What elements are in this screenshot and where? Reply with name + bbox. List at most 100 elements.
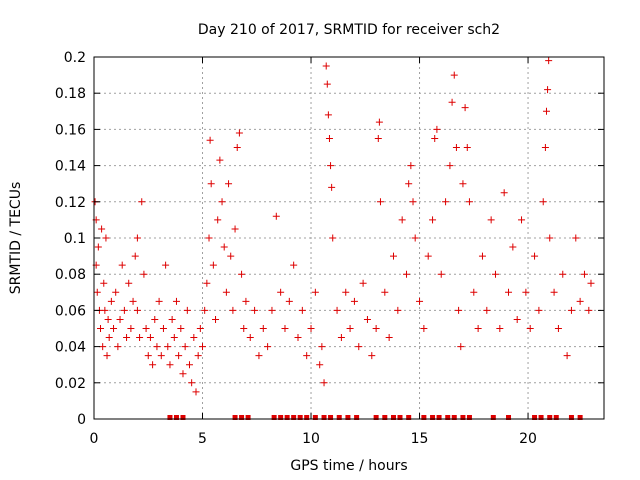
data-point — [162, 261, 170, 269]
data-point — [172, 297, 180, 305]
data-point — [285, 297, 293, 305]
data-point — [535, 306, 543, 314]
gap-marker — [345, 415, 351, 420]
data-point — [359, 279, 367, 287]
data-point — [431, 134, 439, 142]
data-point — [389, 252, 397, 260]
data-point — [103, 352, 111, 360]
data-point — [483, 306, 491, 314]
data-point — [452, 144, 460, 151]
data-point — [368, 352, 376, 360]
gap-marker — [577, 415, 583, 420]
data-point — [238, 270, 246, 278]
data-point — [129, 297, 137, 305]
data-point — [409, 198, 417, 206]
data-point — [429, 216, 437, 224]
gap-marker — [278, 415, 284, 420]
data-point — [216, 156, 224, 164]
data-point — [411, 234, 419, 242]
data-point — [505, 288, 513, 296]
gap-marker — [180, 415, 186, 420]
x-axis-label: GPS time / hours — [290, 458, 407, 474]
data-point — [110, 325, 118, 332]
data-point — [203, 279, 211, 287]
data-point — [131, 252, 139, 260]
data-point — [140, 270, 148, 278]
data-point — [222, 288, 230, 296]
data-point — [120, 306, 128, 314]
gap-markers — [167, 415, 583, 420]
data-point — [355, 343, 363, 351]
data-point — [554, 325, 562, 332]
data-point — [259, 325, 267, 332]
data-point — [246, 334, 254, 342]
data-point — [318, 343, 326, 351]
data-point — [272, 212, 280, 220]
y-tick-label: 0.2 — [64, 50, 86, 66]
data-point — [531, 252, 539, 260]
data-point — [327, 162, 335, 170]
data-point — [563, 352, 571, 360]
data-point — [116, 315, 124, 323]
data-point — [157, 352, 165, 360]
data-point — [168, 315, 176, 323]
data-point — [181, 343, 189, 351]
data-point — [255, 352, 263, 360]
gap-marker — [538, 415, 544, 420]
data-point — [123, 334, 131, 342]
data-point — [323, 80, 331, 88]
data-point — [587, 279, 595, 287]
data-point — [576, 297, 584, 305]
data-point — [125, 279, 133, 287]
gap-marker — [373, 415, 379, 420]
data-point — [446, 162, 454, 170]
data-point — [220, 243, 228, 251]
data-point — [233, 144, 241, 151]
data-point — [104, 315, 112, 323]
data-point — [322, 62, 330, 70]
data-point — [138, 198, 146, 206]
data-point — [227, 252, 235, 260]
data-point — [307, 325, 315, 332]
data-point — [175, 352, 183, 360]
data-point — [416, 297, 424, 305]
data-point — [133, 234, 141, 242]
data-point — [93, 288, 101, 296]
gap-marker — [490, 415, 496, 420]
gap-marker — [304, 415, 310, 420]
data-point — [526, 325, 534, 332]
data-point — [303, 352, 311, 360]
data-point — [188, 379, 196, 387]
x-tick-label: 5 — [198, 431, 207, 447]
data-point — [155, 297, 163, 305]
data-point — [539, 198, 547, 206]
data-point — [541, 144, 549, 151]
data-point — [463, 144, 471, 151]
gap-marker — [568, 415, 574, 420]
data-point — [455, 306, 463, 314]
data-point — [375, 118, 383, 126]
data-point — [559, 270, 567, 278]
gap-marker — [390, 415, 396, 420]
x-tick-label: 20 — [519, 431, 537, 447]
gap-marker — [321, 415, 327, 420]
data-point — [133, 306, 141, 314]
gap-marker — [232, 415, 238, 420]
data-point — [281, 325, 289, 332]
axis-ticks — [93, 56, 604, 420]
data-point — [166, 361, 174, 369]
data-point — [585, 306, 593, 314]
data-point — [324, 111, 332, 119]
gap-marker — [167, 415, 173, 420]
y-tick-label: 0.1 — [64, 231, 86, 247]
data-point — [206, 136, 214, 144]
data-point — [518, 216, 526, 224]
data-point — [457, 343, 465, 351]
data-point — [567, 306, 575, 314]
y-axis-label: SRMTID / TECUs — [8, 182, 24, 295]
gap-marker — [312, 415, 318, 420]
gap-marker — [421, 415, 427, 420]
y-tick-label: 0.02 — [55, 376, 86, 392]
data-point — [298, 306, 306, 314]
